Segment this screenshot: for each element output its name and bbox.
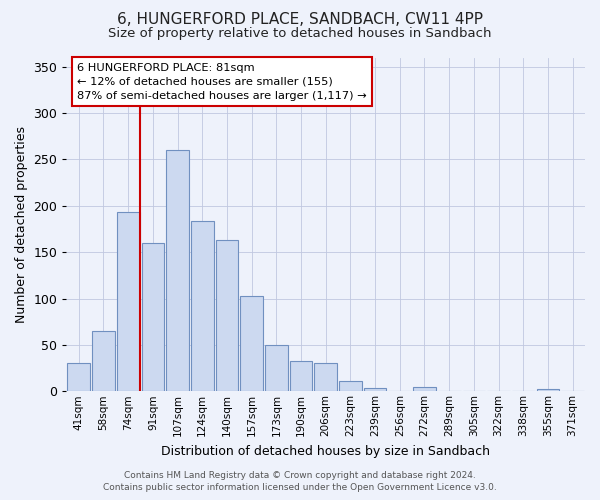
Bar — [215, 240, 238, 392]
Bar — [92, 331, 115, 392]
Y-axis label: Number of detached properties: Number of detached properties — [15, 126, 28, 323]
Bar — [314, 364, 337, 392]
Bar — [117, 212, 140, 392]
Bar — [413, 386, 436, 392]
Bar — [536, 390, 559, 392]
Text: 6, HUNGERFORD PLACE, SANDBACH, CW11 4PP: 6, HUNGERFORD PLACE, SANDBACH, CW11 4PP — [117, 12, 483, 28]
Text: Contains HM Land Registry data © Crown copyright and database right 2024.
Contai: Contains HM Land Registry data © Crown c… — [103, 471, 497, 492]
Bar — [191, 220, 214, 392]
Bar — [265, 345, 288, 392]
Text: 6 HUNGERFORD PLACE: 81sqm
← 12% of detached houses are smaller (155)
87% of semi: 6 HUNGERFORD PLACE: 81sqm ← 12% of detac… — [77, 62, 367, 100]
Bar — [339, 381, 362, 392]
Bar — [240, 296, 263, 392]
Bar — [142, 243, 164, 392]
Bar — [67, 364, 90, 392]
Text: Size of property relative to detached houses in Sandbach: Size of property relative to detached ho… — [108, 28, 492, 40]
Bar — [290, 360, 313, 392]
Bar — [364, 388, 386, 392]
Bar — [166, 150, 189, 392]
X-axis label: Distribution of detached houses by size in Sandbach: Distribution of detached houses by size … — [161, 444, 490, 458]
